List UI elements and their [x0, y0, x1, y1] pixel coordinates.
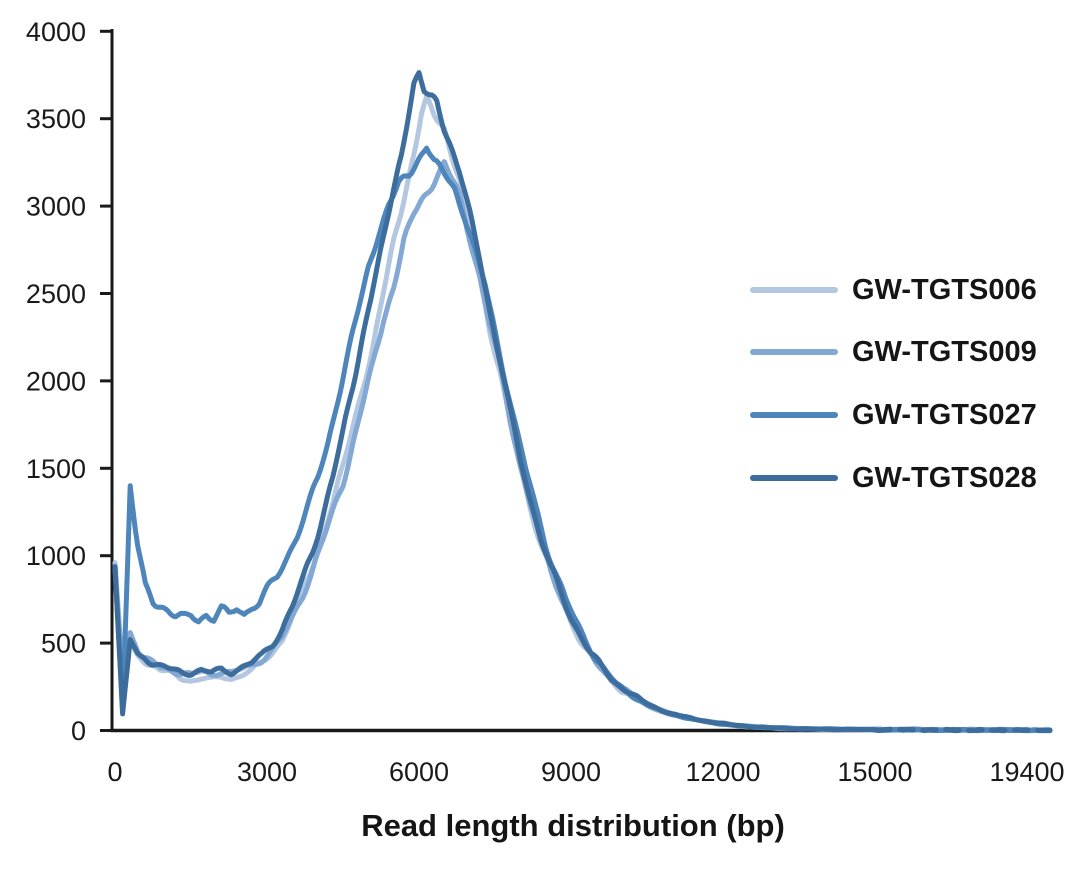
y-tick-label: 500: [41, 629, 86, 659]
legend-label: GW-TGTS028: [852, 461, 1037, 494]
series-line-GW-TGTS028: [112, 70, 878, 733]
legend-item-GW-TGTS006: GW-TGTS006: [750, 270, 1037, 310]
legend-swatch: [750, 412, 838, 418]
x-tick-label: 19400: [989, 757, 1064, 787]
y-tick-label: 2000: [26, 366, 86, 396]
legend-label: GW-TGTS027: [852, 398, 1037, 431]
legend-item-GW-TGTS027: GW-TGTS027: [750, 395, 1037, 435]
y-tick-label: 1000: [26, 541, 86, 571]
legend-label: GW-TGTS006: [852, 273, 1037, 306]
y-tick-label: 4000: [26, 17, 86, 47]
x-tick-label: 9000: [541, 757, 601, 787]
x-axis-title: Read length distribution (bp): [361, 808, 785, 843]
x-tick-label: 3000: [237, 757, 297, 787]
y-tick-label: 1500: [26, 454, 86, 484]
legend-item-GW-TGTS009: GW-TGTS009: [750, 332, 1037, 372]
legend-swatch: [750, 475, 838, 481]
x-tick-label: 0: [107, 757, 122, 787]
series-line-tail-GW-TGTS028: [872, 726, 1053, 734]
x-tick-label: 6000: [389, 757, 449, 787]
y-tick-label: 3500: [26, 104, 86, 134]
x-tick-label: 15000: [837, 757, 912, 787]
y-tick-label: 3000: [26, 192, 86, 222]
y-tick-label: 0: [71, 716, 86, 746]
legend-swatch: [750, 287, 838, 293]
y-tick-label: 2500: [26, 279, 86, 309]
series-line-GW-TGTS027: [112, 145, 878, 733]
legend-label: GW-TGTS009: [852, 335, 1037, 368]
legend-swatch: [750, 349, 838, 355]
legend-item-GW-TGTS028: GW-TGTS028: [750, 458, 1037, 498]
x-tick-label: 12000: [685, 757, 760, 787]
series-line-GW-TGTS009: [112, 159, 878, 733]
